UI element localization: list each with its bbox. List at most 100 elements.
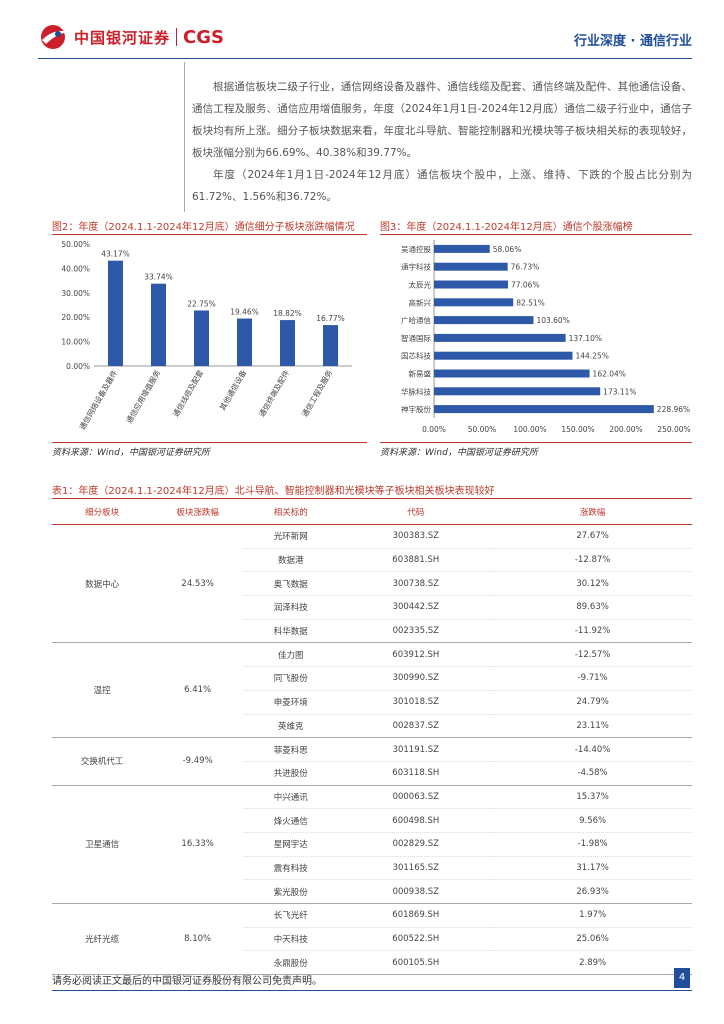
table-row: 紫光股份 000938.SZ 26.93% (52, 879, 692, 904)
col-header: 代码 (338, 500, 494, 525)
stock-code: 300990.SZ (338, 666, 494, 691)
x-tick-label: 200.00% (609, 425, 642, 434)
table-row: 数据港 603881.SH -12.87% (52, 548, 692, 573)
stock-change: 9.56% (493, 808, 692, 833)
figure2-title: 图2：年度（2024.1.1-2024年12月底）通信细分子板块涨跌幅情况 (52, 222, 355, 233)
segment-change: 8.10% (152, 903, 244, 976)
table-row: 交换机代工 -9.49% 菲菱科思 301191.SZ -14.40% (52, 737, 692, 786)
segment-name: 卫星通信 (52, 785, 153, 905)
bar (323, 325, 338, 366)
paragraph-2: 年度（2024年1月1日-2024年12月底）通信板块个股中，上涨、维持、下跌的… (192, 169, 692, 203)
stock-change: 89.63% (493, 595, 692, 620)
page-header: 中国银河证券 CGS 行业深度 · 通信行业 (0, 0, 724, 62)
table-row: 数据中心 24.53% 光环新网 300383.SZ 27.67% (52, 524, 692, 644)
company-logo: 中国银河证券 CGS (38, 22, 224, 52)
bar (434, 387, 601, 396)
y-tick-label: 10.00% (61, 338, 90, 347)
stock-code: 002335.SZ (338, 619, 494, 644)
figure3-title: 图3：年度（2024.1.1-2024年12月底）通信个股涨幅榜 (380, 222, 633, 233)
data-label: 173.11% (603, 387, 636, 396)
stock-name: 烽火通信 (243, 808, 339, 833)
figure2-bar-chart: 0.00% 10.00% 20.00% 30.00% 40.00% 50.00% 43.17… (61, 240, 352, 432)
table-row: 烽火通信 600498.SH 9.56% (52, 808, 692, 833)
table-row: 润泽科技 300442.SZ 89.63% (52, 595, 692, 620)
bar (151, 283, 166, 366)
y-tick-label: 新易盛 (409, 369, 432, 379)
stock-change: 24.79% (493, 690, 692, 715)
page-number: 4 (674, 968, 690, 988)
data-label: 228.96% (657, 405, 690, 414)
table-row: 永鼎股份 600105.SH 2.89% (52, 950, 692, 976)
stock-code: 300383.SZ (338, 524, 494, 549)
bar (434, 333, 566, 342)
y-tick-label: 通宇科技 (401, 262, 431, 272)
data-label: 144.25% (575, 352, 608, 361)
y-tick-label: 吴通控股 (401, 244, 431, 254)
stock-change: -1.98% (493, 832, 692, 857)
footer-divider (52, 990, 692, 991)
x-tick-label: 0.00% (422, 425, 446, 434)
stock-name: 英维克 (243, 714, 339, 739)
data-label: 77.06% (511, 281, 540, 290)
header-divider (38, 58, 692, 59)
logo-divider (176, 28, 178, 46)
x-tick-label: 通信线缆及配套 (170, 368, 205, 419)
stock-code: 300738.SZ (338, 571, 494, 597)
data-label: 16.77% (316, 314, 345, 323)
stock-change: 23.11% (493, 714, 692, 739)
stock-name: 润泽科技 (243, 595, 339, 620)
figure3-bar-chart: 0.00% 50.00% 100.00% 150.00% 200.00% 250.00% 5… (401, 240, 691, 434)
stock-code: 603912.SH (338, 642, 494, 668)
y-tick-label: 华脉科技 (401, 386, 431, 396)
disclaimer: 请务必阅读正文最后的中国银河证券股份有限公司免责声明。 (52, 976, 322, 987)
segment-change: 24.53% (152, 524, 244, 644)
stock-change: 27.67% (493, 524, 692, 549)
table1-title-rule (52, 498, 692, 499)
stock-code: 000063.SZ (338, 785, 494, 810)
segment-name: 数据中心 (52, 524, 153, 644)
figure2-source: 资料来源：Wind，中国银河证券研究所 (52, 448, 210, 458)
stock-code: 600498.SH (338, 808, 494, 833)
stock-name: 奥飞数据 (243, 571, 339, 597)
bar (194, 310, 209, 366)
bar (434, 262, 508, 271)
x-tick-label: 150.00% (561, 425, 594, 434)
y-tick-label: 0.00% (66, 362, 90, 371)
x-tick-label: 其他通信设备 (217, 368, 248, 412)
logo-text-cn: 中国银河证券 (74, 28, 171, 47)
segment-change: 6.41% (152, 642, 244, 739)
stock-name: 紫光股份 (243, 879, 339, 904)
stock-code: 002837.SZ (338, 714, 494, 739)
bar (280, 320, 295, 366)
stock-change: 15.37% (493, 785, 692, 810)
y-tick-label: 40.00% (61, 264, 90, 273)
table-row: 震有科技 301165.SZ 31.17% (52, 856, 692, 881)
table-row: 奥飞数据 300738.SZ 30.12% (52, 571, 692, 597)
segment-change: -9.49% (152, 737, 244, 786)
stock-name: 同飞股份 (243, 666, 339, 691)
col-header: 涨跌幅 (493, 500, 692, 525)
stock-name: 星网宇达 (243, 832, 339, 857)
stock-change: 25.06% (493, 927, 692, 952)
logo-text-en: CGS (183, 26, 224, 48)
y-tick-label: 20.00% (61, 313, 90, 322)
table-row: 英维克 002837.SZ 23.11% (52, 714, 692, 739)
stock-change: -9.71% (493, 666, 692, 691)
data-label: 43.17% (101, 250, 130, 259)
data-label: 82.51% (516, 298, 545, 307)
x-tick-label: 100.00% (513, 425, 546, 434)
table-row: 温控 6.41% 佳力图 603912.SH -12.57% (52, 642, 692, 739)
bar (434, 316, 534, 325)
stock-name: 永鼎股份 (243, 950, 339, 976)
table-row: 申菱环境 301018.SZ 24.79% (52, 690, 692, 715)
bar (434, 369, 590, 378)
x-tick-label: 通信网络设备及器件 (77, 368, 120, 432)
table-row: 科华数据 002335.SZ -11.92% (52, 619, 692, 644)
x-tick-label: 通信工程及服务 (299, 368, 334, 419)
table-row: 同飞股份 300990.SZ -9.71% (52, 666, 692, 691)
report-section: 行业深度 · 通信行业 (574, 34, 692, 49)
stock-code: 002829.SZ (338, 832, 494, 857)
x-tick-label: 通信应用增值服务 (124, 368, 163, 425)
y-tick-label: 高新兴 (409, 297, 432, 307)
data-label: 76.73% (511, 263, 540, 272)
